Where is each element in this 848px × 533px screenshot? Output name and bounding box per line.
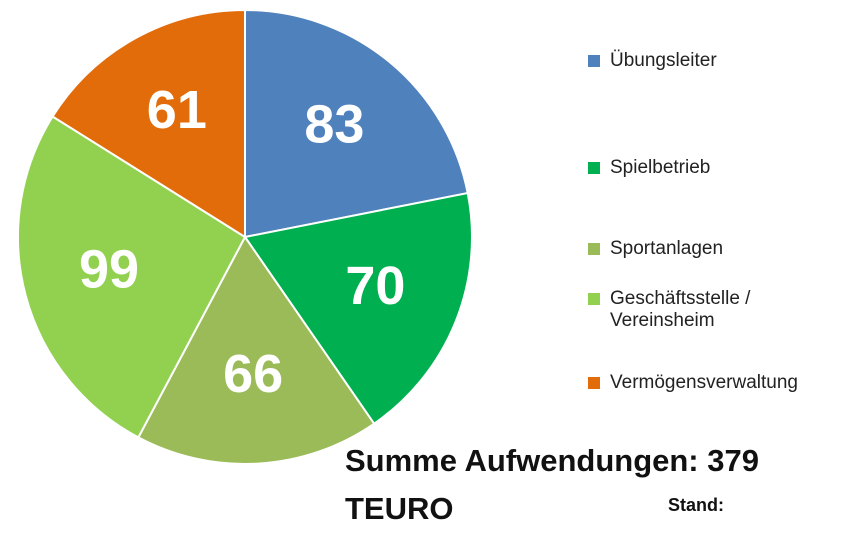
slice-label: 66 (223, 344, 283, 404)
slice-label: 83 (304, 95, 364, 155)
slice-label: 99 (79, 240, 139, 300)
pie-slice (244, 8, 469, 239)
legend-label: Übungsleiter (610, 50, 717, 71)
legend-swatch (588, 377, 600, 389)
legend-item: Geschäftsstelle / Vereinsheim (588, 288, 810, 332)
legend-swatch (588, 243, 600, 255)
legend-label: Vermögensverwaltung (610, 372, 798, 393)
pie-slice (137, 235, 376, 465)
date-label: Stand: (668, 495, 724, 515)
legend-swatch (588, 293, 600, 305)
slice-label: 70 (345, 256, 405, 316)
pie-slice (17, 115, 247, 439)
pie-slice (243, 191, 473, 426)
legend-item: Spielbetrieb (588, 157, 710, 179)
legend-item: Vermögensverwaltung (588, 372, 798, 394)
pie-slice (51, 8, 246, 239)
legend-swatch (588, 55, 600, 67)
legend-label: Geschäftsstelle / Vereinsheim (610, 288, 751, 331)
legend-swatch (588, 162, 600, 174)
legend-label: Spielbetrieb (610, 157, 711, 178)
legend-item: Sportanlagen (588, 238, 723, 260)
legend-label: Sportanlagen (610, 238, 724, 259)
slice-label: 61 (147, 80, 207, 140)
summary-text: Summe Aufwendungen: 379 TEURO (345, 443, 759, 526)
legend-item: Übungsleiter (588, 50, 717, 72)
